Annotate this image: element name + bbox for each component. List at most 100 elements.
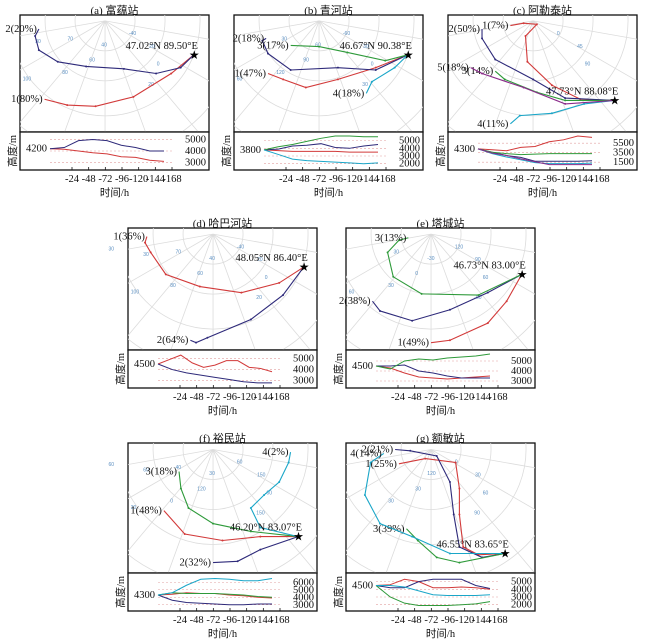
grid-meridian bbox=[346, 449, 432, 500]
trajectory-marker bbox=[550, 84, 553, 87]
xtick-label: -144 bbox=[254, 615, 274, 626]
trajectory-marker bbox=[477, 294, 480, 297]
panel-title: (c) 阿勒泰站 bbox=[513, 5, 572, 17]
polar-grid bbox=[234, 15, 423, 132]
grid-label: 30 bbox=[281, 36, 287, 42]
grid-meridian bbox=[532, 20, 574, 132]
station-star-icon: ★ bbox=[299, 260, 310, 274]
height-line-5 bbox=[477, 148, 592, 166]
grid-label: 100 bbox=[23, 76, 32, 82]
trajectory-marker bbox=[206, 336, 209, 339]
height-line-2 bbox=[376, 364, 490, 379]
xtick-label: -168 bbox=[488, 392, 507, 403]
ytick-label: 5000 bbox=[293, 353, 314, 364]
trajectory-marker bbox=[526, 60, 529, 63]
ytick-label: 1500 bbox=[613, 157, 634, 168]
trajectory-marker bbox=[386, 251, 389, 254]
grid-label: 60 bbox=[109, 462, 115, 468]
xtick-label: -48 bbox=[190, 615, 204, 626]
grid-meridian bbox=[430, 449, 477, 573]
start-height-label: 4200 bbox=[26, 144, 47, 155]
panel-svg: -40 20 0 20 40 60 80 100 70 30 1(80%) 2(20%) ★47.02°… bbox=[5, 14, 210, 199]
map-frame bbox=[345, 442, 536, 574]
xtick-label: -72 bbox=[526, 174, 540, 185]
xtick-label: -24 bbox=[391, 615, 406, 626]
panel-c: (c) 阿勒泰站 0 45 90 1(7%) 2(50%) 3(14%) 4(11%) 5(1… bbox=[434, 0, 645, 200]
height-line-3 bbox=[375, 353, 491, 370]
trajectory-marker bbox=[505, 300, 508, 303]
grid-label: 30 bbox=[393, 250, 399, 256]
grid-meridian bbox=[532, 20, 637, 40]
trajectory-marker bbox=[583, 102, 586, 105]
station-star-icon: ★ bbox=[403, 48, 414, 62]
xtick-label: -144 bbox=[574, 174, 594, 185]
trajectory-marker bbox=[486, 291, 489, 294]
height-line-4 bbox=[477, 148, 593, 165]
grid-label: 120 bbox=[427, 471, 436, 477]
grid-label: 90 bbox=[585, 62, 591, 68]
map-frame bbox=[19, 14, 210, 133]
trajectory-marker bbox=[263, 494, 266, 496]
trajectory-label: 3(39%) bbox=[373, 524, 405, 535]
grid-meridian bbox=[346, 233, 432, 284]
station-star-icon: ★ bbox=[609, 93, 620, 107]
trajectory-marker bbox=[369, 461, 372, 464]
grid-meridian bbox=[104, 20, 209, 82]
ytick-label: 5000 bbox=[293, 585, 314, 596]
grid-meridian bbox=[128, 233, 214, 284]
trajectory-label: 4(18%) bbox=[333, 88, 365, 99]
trajectory-marker bbox=[518, 114, 521, 117]
grid-meridian bbox=[212, 449, 317, 573]
grid-label: 100 bbox=[131, 290, 140, 296]
trajectory-label: 1(25%) bbox=[365, 459, 397, 470]
grid-label: 60 bbox=[483, 275, 489, 281]
trajectory-label: 3(17%) bbox=[257, 40, 289, 51]
xtick-label: -24 bbox=[391, 392, 406, 403]
grid-meridian bbox=[212, 233, 317, 295]
trajectory-marker bbox=[494, 58, 497, 61]
grid-meridian bbox=[167, 449, 214, 573]
xtick-label: -96 bbox=[441, 615, 455, 626]
trajectory-marker bbox=[221, 539, 224, 542]
grid-label: 30 bbox=[415, 486, 421, 492]
grid-label: 20 bbox=[149, 44, 155, 50]
trajectory-marker bbox=[34, 35, 37, 38]
xtick-label: -144 bbox=[146, 174, 166, 185]
grid-meridian bbox=[346, 233, 432, 250]
grid-label: 0 bbox=[415, 271, 418, 277]
xtick-label: -96 bbox=[441, 392, 455, 403]
grid-meridian bbox=[212, 233, 256, 350]
xtick-label: -72 bbox=[424, 392, 438, 403]
height-line-3 bbox=[477, 148, 592, 156]
trajectory-label: 2(38%) bbox=[339, 296, 371, 307]
map-frame bbox=[447, 14, 638, 133]
grid-meridian bbox=[430, 233, 535, 295]
trajectory-marker bbox=[336, 78, 339, 81]
grid-meridian bbox=[128, 233, 214, 250]
xtick-label: -72 bbox=[312, 174, 326, 185]
panel-svg: 1209060-60-3003060301(49%)2(38%)3(13%)★4… bbox=[332, 227, 536, 417]
trajectory-marker bbox=[448, 308, 451, 311]
trajectory-marker bbox=[370, 80, 373, 83]
trajectory-marker bbox=[281, 294, 284, 297]
xtick-label: -72 bbox=[206, 392, 220, 403]
xlabel: 时间/h bbox=[314, 186, 344, 199]
xtick-label: -72 bbox=[424, 615, 438, 626]
ylabel: 高度/m bbox=[114, 576, 127, 608]
trajectory-marker bbox=[236, 560, 239, 563]
start-height-label: 4500 bbox=[134, 359, 155, 370]
xlabel: 时间/h bbox=[528, 186, 558, 199]
trajectory-marker bbox=[144, 241, 147, 244]
grid-label: 40 bbox=[101, 43, 107, 49]
trajectory-marker bbox=[94, 105, 97, 108]
grid-label: 30 bbox=[131, 505, 137, 511]
trajectory-marker bbox=[458, 487, 461, 490]
trajectory-marker bbox=[212, 522, 215, 525]
grid-label: 30 bbox=[362, 82, 368, 88]
ylabel: 高度/m bbox=[114, 353, 127, 385]
trajectory-label: 1(80%) bbox=[11, 94, 43, 105]
ylabel: 高度/m bbox=[434, 135, 447, 167]
grid-label: 60 bbox=[315, 43, 321, 49]
height-frame bbox=[447, 131, 638, 171]
trajectory-marker bbox=[278, 281, 281, 284]
